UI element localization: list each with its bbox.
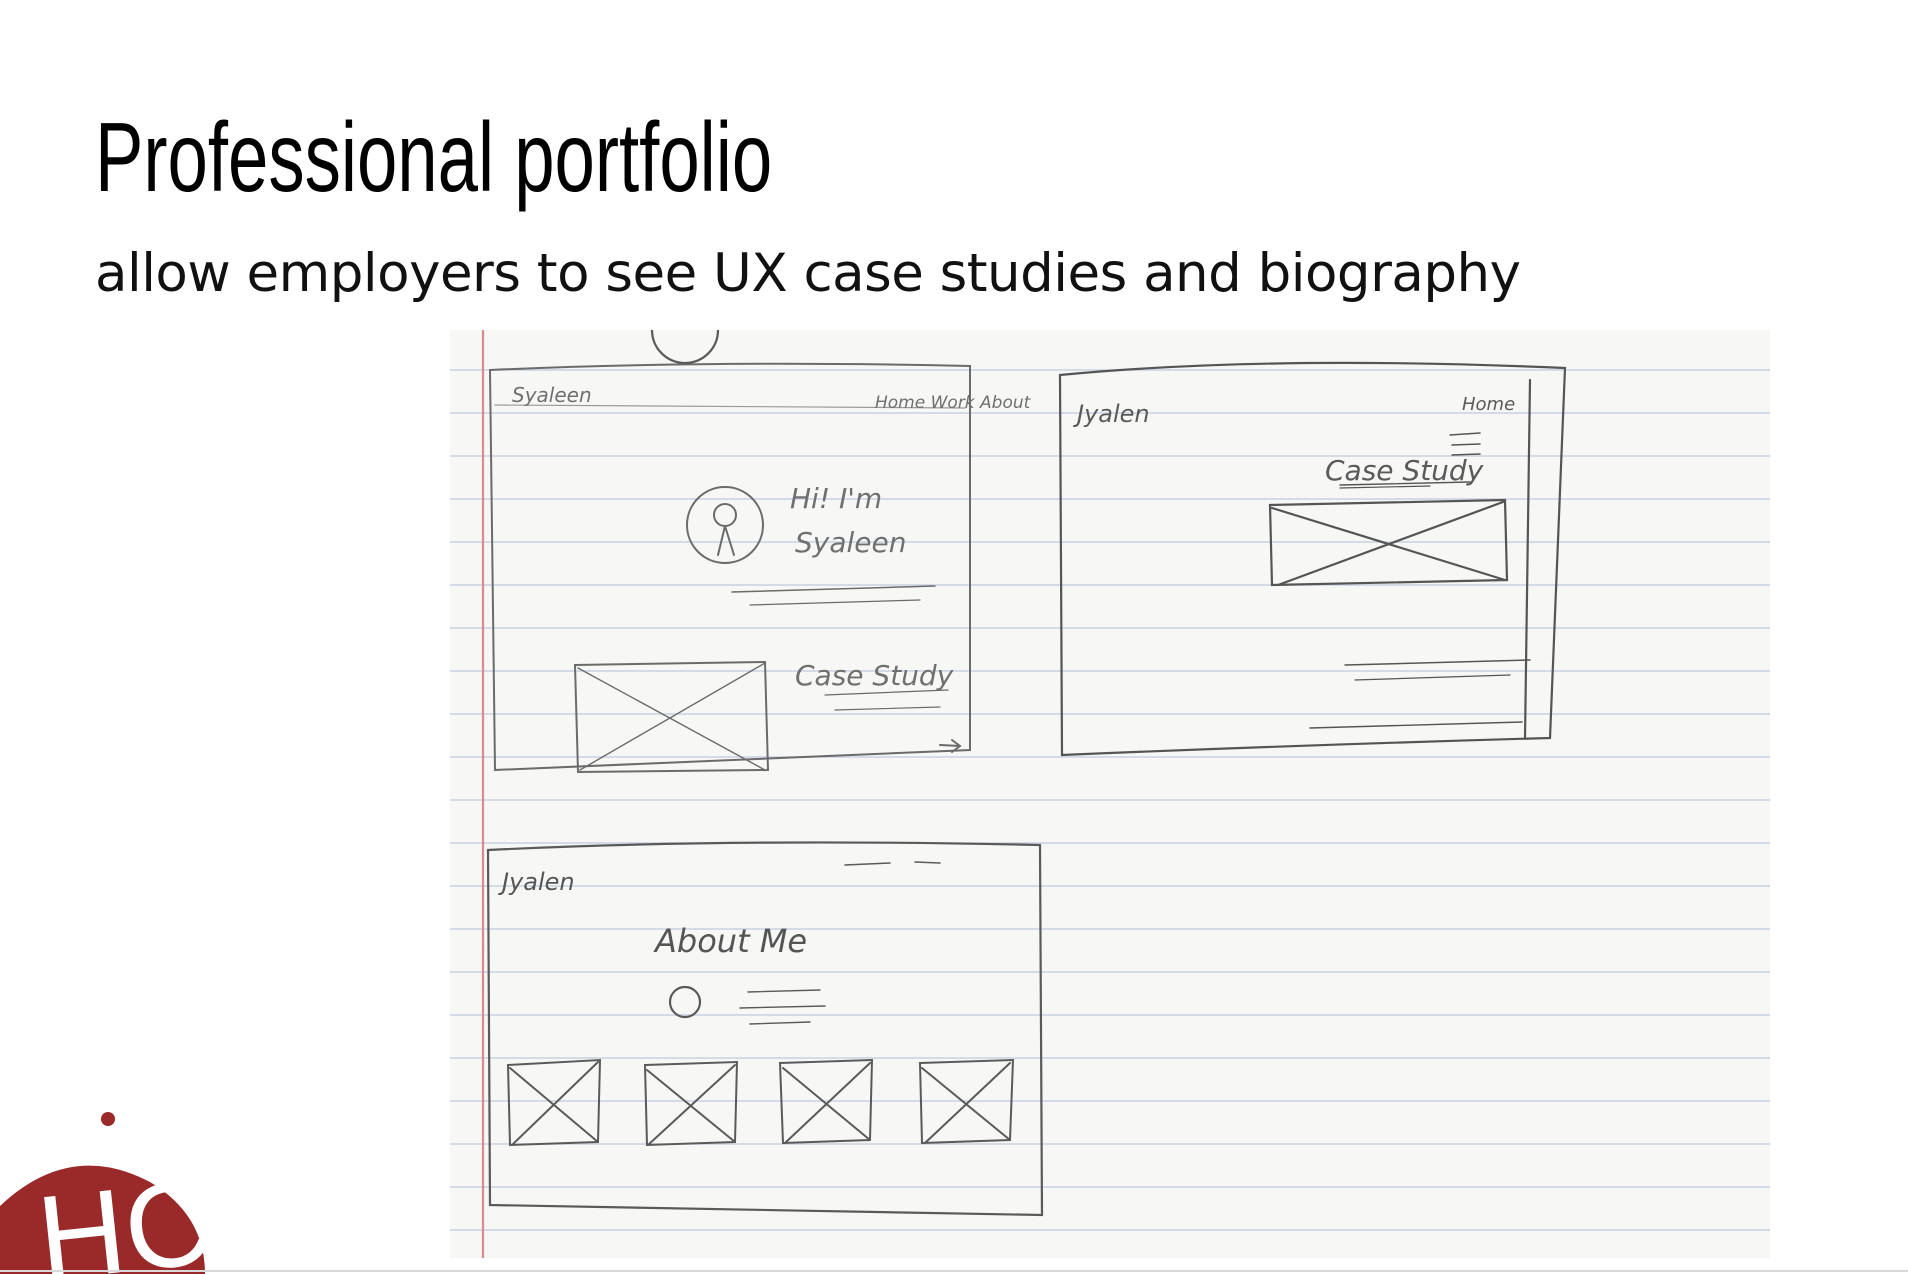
case-brand: Jyalen [1073, 400, 1150, 428]
home-greeting-line2: Syaleen [795, 526, 906, 559]
hcii-logo: HCII [0, 1112, 210, 1274]
bottom-rule [0, 1270, 1908, 1272]
slide-title: Professional portfolio [95, 102, 773, 212]
wireframe-about [486, 330, 1044, 1217]
wireframe-home [488, 362, 971, 774]
wireframe-sketch-photo: Syaleen Home Work About Hi! I'm Syaleen … [450, 330, 1770, 1258]
logo-text: HCII [32, 1148, 210, 1274]
about-brand: Jyalen [498, 868, 575, 896]
slide-subtitle: allow employers to see UX case studies a… [95, 243, 1521, 304]
case-nav: Home [1462, 394, 1515, 415]
home-nav: Home Work About [875, 393, 1032, 413]
case-section-label: Case Study [1325, 454, 1484, 487]
ruled-lines [450, 369, 1770, 1231]
wireframe-case-study [1058, 361, 1567, 757]
home-brand: Syaleen [512, 383, 592, 407]
home-greeting-line1: Hi! I'm [790, 482, 882, 515]
home-section-label: Case Study [795, 659, 954, 692]
about-heading: About Me [653, 922, 807, 960]
